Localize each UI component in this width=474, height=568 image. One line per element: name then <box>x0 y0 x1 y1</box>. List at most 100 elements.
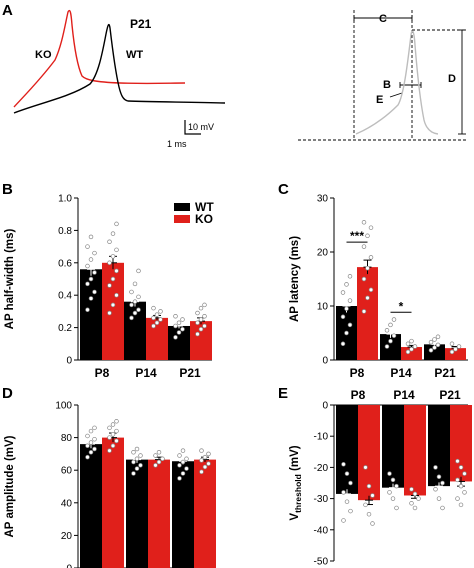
data-point <box>340 290 346 295</box>
bar-wt-p8 <box>336 405 358 494</box>
data-point <box>428 348 434 353</box>
data-point <box>114 419 119 424</box>
trace-age-label: P21 <box>130 17 152 31</box>
trace-panel: P21 KO WT 10 mV 1 ms <box>13 9 226 149</box>
data-point <box>177 463 182 468</box>
bar-ko-p8 <box>357 267 378 360</box>
data-point <box>85 244 90 249</box>
data-point <box>88 296 94 301</box>
data-point <box>180 448 186 453</box>
data-point <box>158 309 163 314</box>
y-axis-label: AP half-width (ms) <box>4 228 16 329</box>
bar-ko-p21 <box>190 321 212 360</box>
wt-trace <box>13 23 226 114</box>
data-point <box>202 314 207 319</box>
data-point <box>341 518 346 523</box>
y-tick-label: 0 <box>66 356 72 367</box>
data-point <box>114 221 119 227</box>
schematic: C B E D <box>298 10 466 141</box>
data-point <box>198 317 204 322</box>
bar-ko-p8 <box>102 437 124 568</box>
data-point <box>363 465 368 470</box>
data-point <box>344 330 349 336</box>
category-label-p14: P14 <box>393 388 415 402</box>
data-point <box>387 490 392 495</box>
data-point <box>85 443 90 449</box>
data-point <box>340 314 346 320</box>
data-point <box>107 448 112 453</box>
category-label-p8: P8 <box>351 388 366 402</box>
data-point <box>107 283 112 288</box>
scale-time-label: 1 ms <box>167 139 187 149</box>
data-point <box>110 231 116 236</box>
data-point <box>344 499 350 504</box>
data-point <box>85 307 90 313</box>
data-point <box>110 432 116 437</box>
data-point <box>455 496 460 501</box>
data-point <box>462 490 467 495</box>
data-point <box>151 323 156 329</box>
data-point <box>365 233 370 239</box>
data-point <box>365 265 370 271</box>
y-tick-label: 1.0 <box>58 194 72 205</box>
panel-letter-d: D <box>2 385 13 402</box>
data-point <box>384 328 390 333</box>
legend: WT KO <box>174 200 214 226</box>
data-point <box>92 270 97 275</box>
bar-ko-p21 <box>194 459 216 568</box>
data-point <box>409 346 414 352</box>
data-point <box>177 453 182 458</box>
category-label-p21: P21 <box>439 388 461 402</box>
data-point <box>347 274 353 279</box>
data-point <box>173 314 178 319</box>
panel-letter-b: B <box>2 181 13 198</box>
data-point <box>129 315 134 321</box>
data-point <box>114 268 119 274</box>
data-point <box>433 486 438 492</box>
data-point <box>348 508 353 514</box>
ko-trace-label: KO <box>35 49 52 61</box>
data-point <box>199 458 204 463</box>
category-label-p8: P8 <box>95 366 110 380</box>
data-point <box>156 450 162 455</box>
data-point <box>88 234 94 240</box>
y-tick-label: -30 <box>314 494 329 505</box>
data-point <box>107 435 112 440</box>
y-tick-label: 0.8 <box>58 226 72 237</box>
bar-ko-p8 <box>102 262 124 360</box>
data-point <box>156 459 162 465</box>
scale-bar <box>184 120 201 135</box>
bar-ko-p21 <box>450 405 472 482</box>
legend-label-wt: WT <box>195 200 214 214</box>
data-point <box>412 344 418 349</box>
data-point <box>409 486 414 492</box>
y-tick-label: 0.6 <box>58 258 72 269</box>
legend-label-ko: KO <box>195 212 213 226</box>
data-point <box>206 451 211 457</box>
data-point <box>153 463 158 468</box>
data-point <box>347 322 353 328</box>
data-point <box>409 501 414 506</box>
data-point <box>361 244 367 249</box>
data-point <box>184 456 189 462</box>
data-point <box>405 349 411 355</box>
chart-e: 0 -10 -20 -30 -40 -50 Vthreshold (mV) P8 P14 P21 <box>289 388 472 568</box>
data-point <box>180 471 186 476</box>
data-point <box>154 320 160 325</box>
data-point <box>92 436 97 442</box>
data-point <box>195 331 200 337</box>
y-tick-label: 100 <box>55 401 72 412</box>
data-point <box>198 305 204 311</box>
y-label-sub: threshold <box>293 474 303 513</box>
data-point <box>416 496 421 501</box>
data-point <box>177 476 182 481</box>
data-point <box>344 471 350 476</box>
data-point <box>107 260 112 266</box>
y-tick-label: 40 <box>61 498 73 509</box>
data-point <box>158 317 163 322</box>
data-point <box>344 306 349 311</box>
data-point <box>456 344 462 349</box>
schematic-trace <box>355 30 439 135</box>
chart-c: 0 10 20 30 AP latency (ms) P8 *** P14 * P21 <box>289 194 468 380</box>
data-point <box>198 326 204 332</box>
